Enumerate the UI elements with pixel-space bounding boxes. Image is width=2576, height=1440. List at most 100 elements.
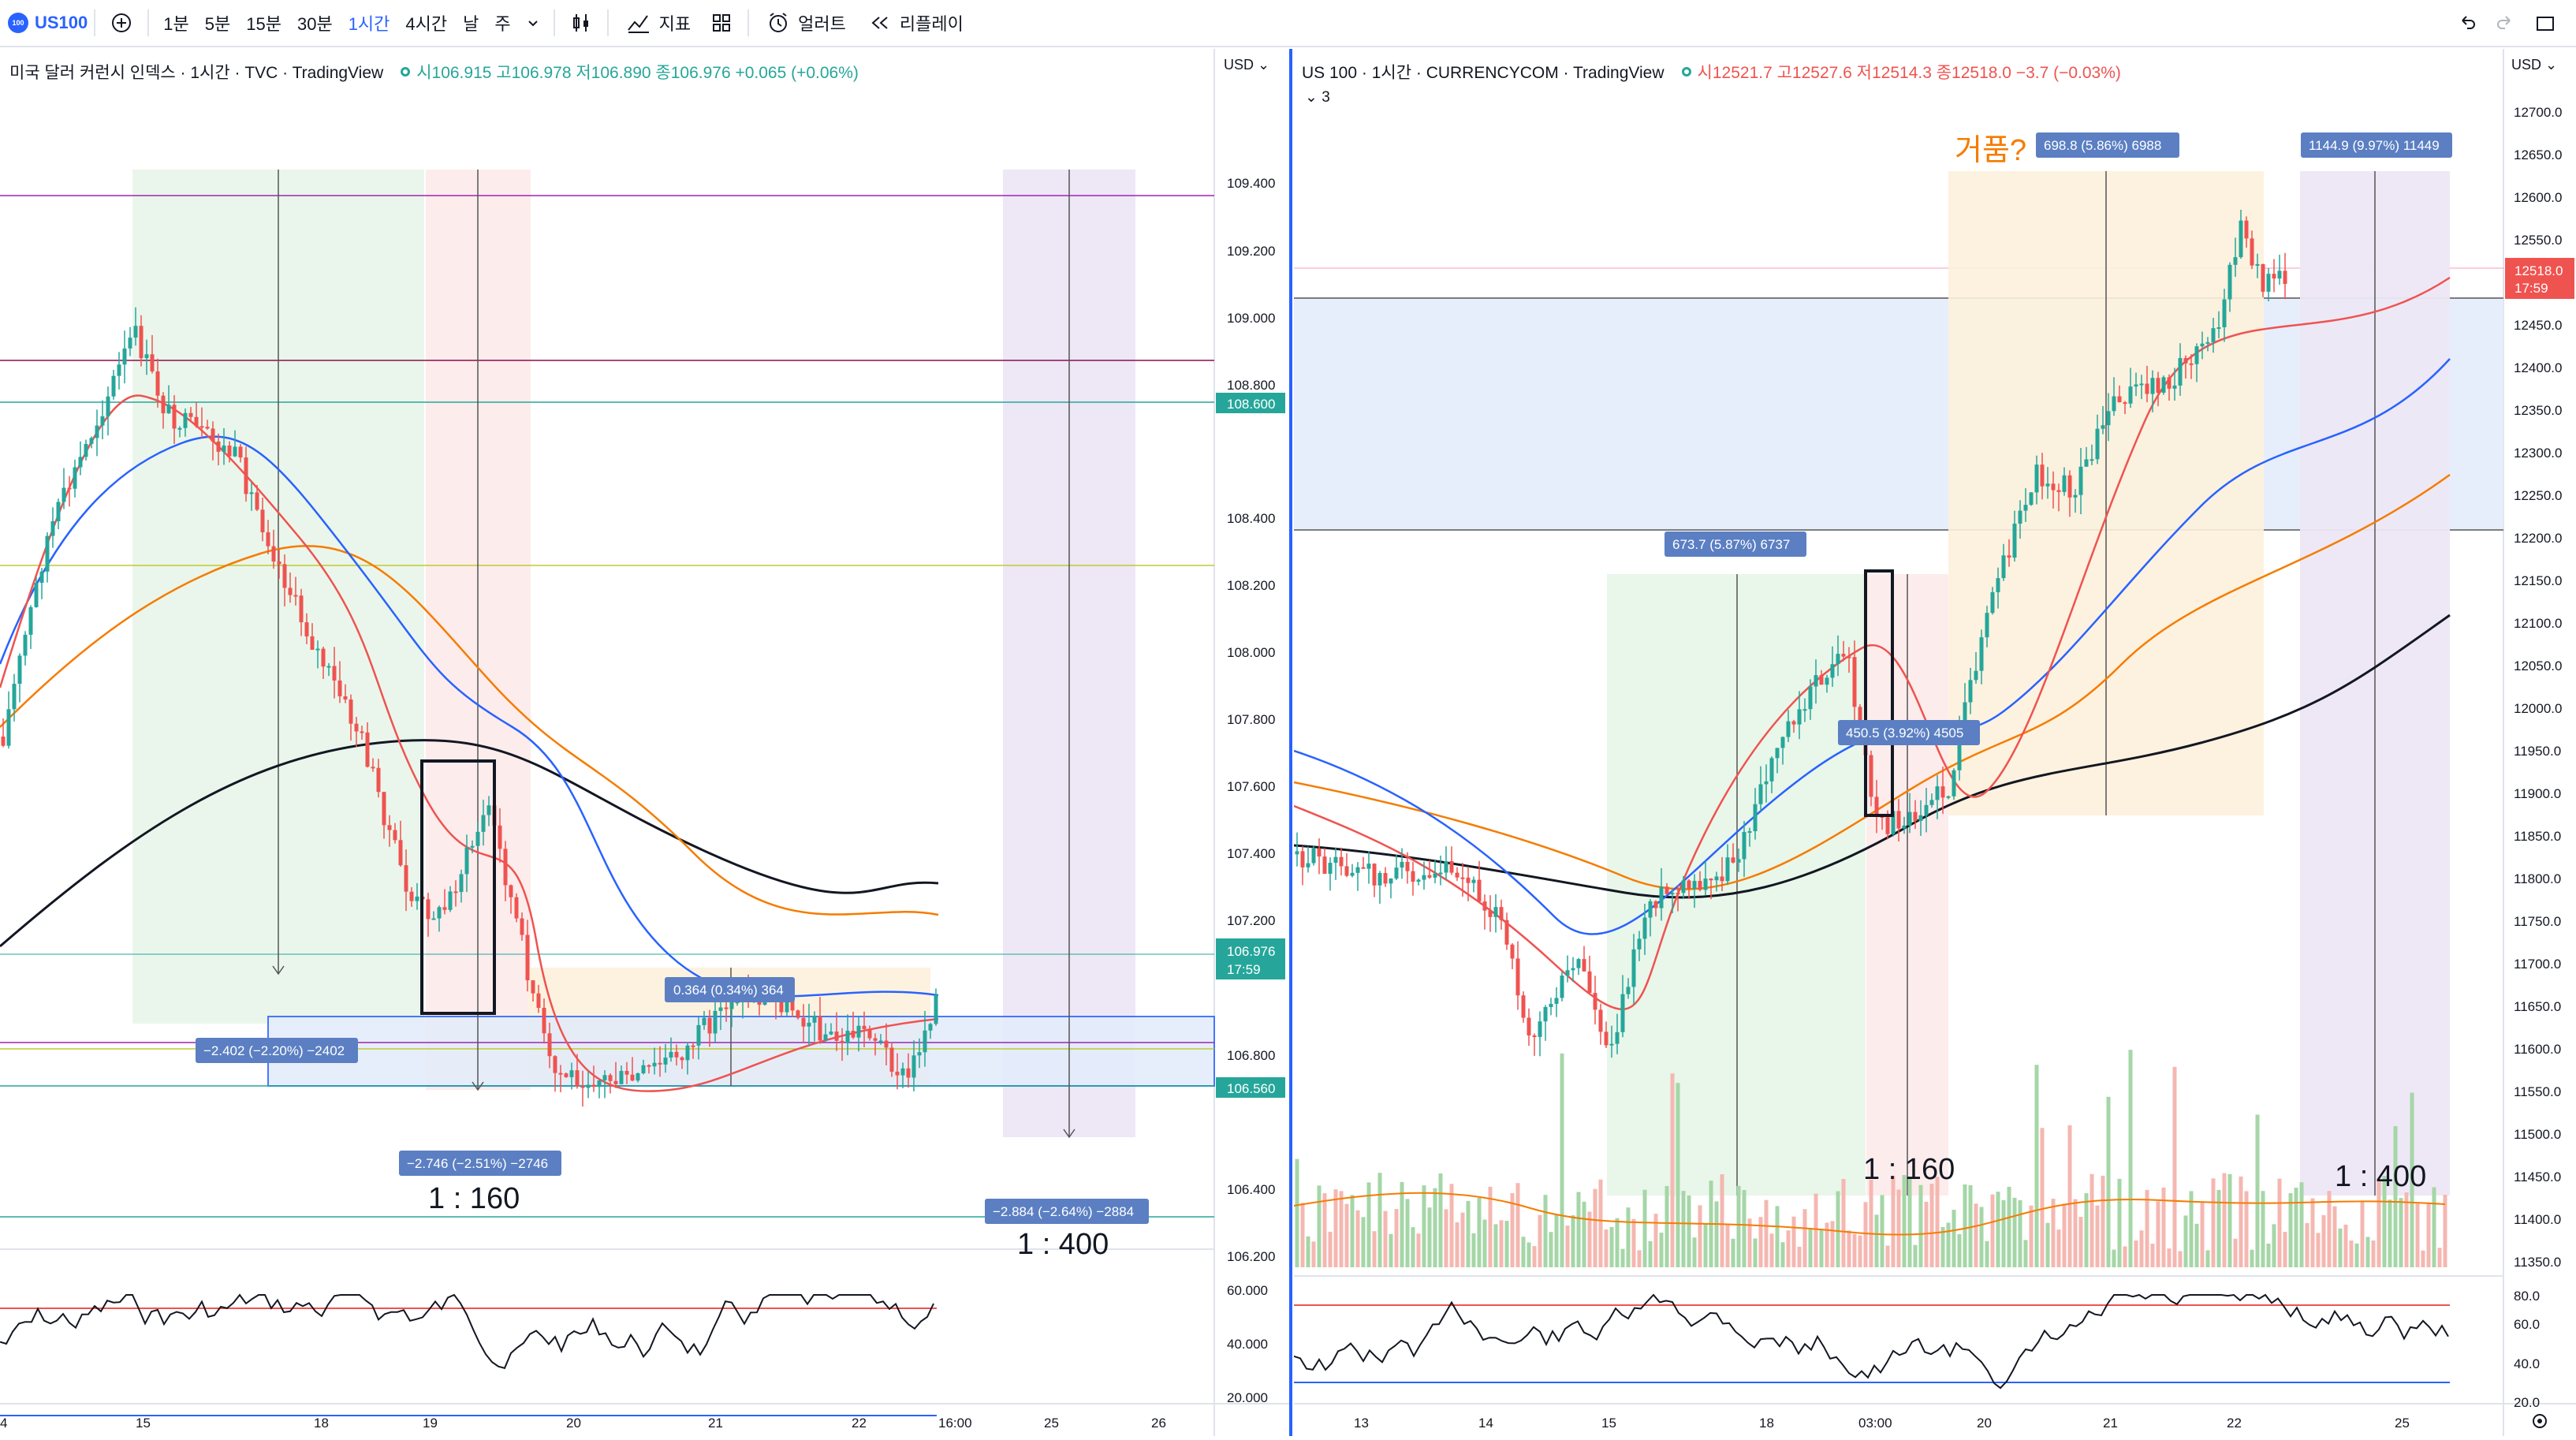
interval-1h[interactable]: 1시간 xyxy=(348,14,390,34)
gear-icon[interactable] xyxy=(2533,1414,2547,1428)
left-chart-title: 미국 달러 커런시 인덱스 · 1시간 · TVC · TradingView xyxy=(9,64,384,82)
candle-body xyxy=(1653,901,1658,908)
volume-bar xyxy=(2023,1240,2028,1267)
candle-body xyxy=(1300,851,1305,867)
candle-body xyxy=(1317,848,1322,857)
layouts-button[interactable] xyxy=(702,0,741,47)
left-price-axis[interactable] xyxy=(1214,49,1289,1436)
candle-body xyxy=(1808,686,1813,710)
undo-button[interactable] xyxy=(2447,0,2486,47)
interval-30m[interactable]: 30분 xyxy=(296,14,333,34)
arrow-head-icon xyxy=(272,965,285,976)
candle-body xyxy=(62,487,66,502)
interval-dropdown[interactable] xyxy=(519,0,547,47)
rsi-tick: 40.0 xyxy=(2514,1356,2540,1371)
indicators-collapse-toggle[interactable]: ⌄ 3 xyxy=(1305,89,1330,106)
candle-body xyxy=(360,731,364,733)
volume-bar xyxy=(1869,1180,1873,1267)
right-volume-bars xyxy=(1295,1050,2447,1267)
candle-body xyxy=(1836,654,1840,665)
right-chart-canvas[interactable]: 12700.0 12650.0 12600.0 12550.0 12450.0 … xyxy=(1293,49,2576,1436)
candle-body xyxy=(1891,811,1896,834)
interval-5m[interactable]: 5분 xyxy=(204,14,231,34)
candle-body xyxy=(608,1075,613,1081)
divider xyxy=(606,9,609,36)
arrow-head-icon xyxy=(472,1081,484,1091)
price-tick: 11500.0 xyxy=(2514,1127,2561,1142)
candle-body xyxy=(343,696,348,700)
volume-bar xyxy=(1786,1230,1791,1267)
candle-body xyxy=(718,1007,723,1011)
candle-body xyxy=(1935,786,1940,800)
candle-body xyxy=(211,428,215,442)
rsi-tick: 60.000 xyxy=(1227,1283,1268,1298)
volume-bar xyxy=(2123,1246,2127,1267)
volume-bar xyxy=(2327,1191,2332,1267)
bubble-annotation: 거품? xyxy=(1955,134,2026,167)
right-measure-label-3-bg xyxy=(2036,132,2179,158)
volume-bar xyxy=(1543,1195,1548,1267)
chart-type-button[interactable] xyxy=(561,0,601,47)
candle-body xyxy=(1466,877,1471,883)
volume-bar xyxy=(1924,1201,1929,1267)
price-tick: 12250.0 xyxy=(2514,488,2562,503)
left-chart-canvas[interactable]: 109.400 109.200 109.000 108.800 108.400 … xyxy=(0,49,1289,1436)
interval-1w[interactable]: 주 xyxy=(494,14,511,34)
rsi-tick: 20.0 xyxy=(2514,1395,2540,1410)
candle-body xyxy=(216,441,221,452)
candle-body xyxy=(398,840,403,866)
replay-button[interactable]: 리플레이 xyxy=(857,0,975,47)
interval-15m[interactable]: 15분 xyxy=(246,14,281,34)
interval-1m[interactable]: 1분 xyxy=(163,14,189,34)
right-highlight-box[interactable] xyxy=(1864,569,1894,817)
window-restore-button[interactable] xyxy=(2526,0,2576,47)
interval-1d[interactable]: 날 xyxy=(463,14,479,34)
candle-body xyxy=(475,831,480,846)
candle-body xyxy=(337,680,342,696)
price-tick: 106.400 xyxy=(1227,1182,1275,1197)
candle-body xyxy=(2189,363,2194,365)
left-chart-pane[interactable]: 109.400 109.200 109.000 108.800 108.400 … xyxy=(0,49,1289,1436)
candle-body xyxy=(509,885,513,897)
right-chart-pane[interactable]: 12700.0 12650.0 12600.0 12550.0 12450.0 … xyxy=(1293,49,2576,1436)
volume-bar xyxy=(1422,1185,1426,1267)
right-price-axis[interactable] xyxy=(2503,49,2576,1436)
volume-bar xyxy=(1648,1240,1653,1267)
candle-body xyxy=(1769,758,1774,782)
candle-body xyxy=(299,595,304,623)
right-legend[interactable]: US 100 · 1시간 · CURRENCYCOM · TradingView… xyxy=(1302,60,2121,84)
right-currency-selector[interactable]: USD ⌄ xyxy=(2511,57,2558,73)
candle-body xyxy=(2106,411,2111,426)
candle-body xyxy=(28,606,33,635)
candle-body xyxy=(1880,816,1884,819)
arrow-head-icon xyxy=(1063,1128,1076,1139)
candle-body xyxy=(1449,861,1454,873)
symbol-search-button[interactable]: US100 xyxy=(35,13,88,32)
redo-button[interactable] xyxy=(2486,0,2526,47)
volume-bar xyxy=(1742,1190,1747,1267)
right-measure-label-2: 450.5 (3.92%) 4505 xyxy=(1846,726,1963,741)
volume-bar xyxy=(2045,1222,2050,1267)
candle-body xyxy=(371,767,375,769)
candle-body xyxy=(911,1055,916,1078)
volume-bar xyxy=(2421,1250,2425,1267)
interval-4h[interactable]: 4시간 xyxy=(405,14,448,34)
left-legend[interactable]: 미국 달러 커런시 인덱스 · 1시간 · TVC · TradingView … xyxy=(9,60,859,84)
left-range-box-blue[interactable] xyxy=(267,1016,1215,1087)
compare-add-button[interactable] xyxy=(102,0,141,47)
left-currency-selector[interactable]: USD ⌄ xyxy=(1224,57,1270,73)
candle-body xyxy=(1339,856,1344,867)
volume-bar xyxy=(1482,1219,1487,1267)
time-tick: 25 xyxy=(1044,1416,1059,1431)
candle-body xyxy=(1847,656,1851,658)
candle-body xyxy=(2123,402,2127,405)
left-ma-orange xyxy=(0,545,939,916)
pane-splitter[interactable] xyxy=(1289,49,1292,1436)
left-highlight-box[interactable] xyxy=(420,759,496,1015)
candle-body xyxy=(547,1033,552,1057)
candle-body xyxy=(2227,264,2232,300)
candle-body xyxy=(45,535,50,572)
indicators-button[interactable]: 지표 xyxy=(615,0,702,47)
alert-button[interactable]: 얼러트 xyxy=(755,0,857,47)
volume-bar xyxy=(1549,1232,1553,1267)
